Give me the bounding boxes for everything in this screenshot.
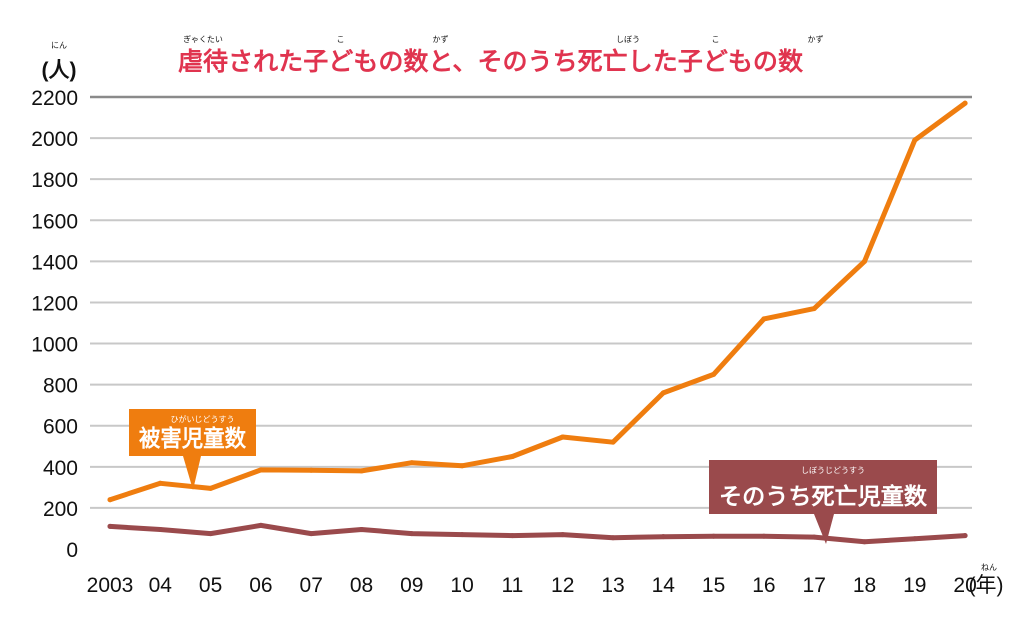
- callout-pointer: [814, 514, 834, 544]
- series-label-ruby: しぼうじどうすう: [801, 466, 865, 475]
- y-tick-label: 600: [43, 416, 78, 439]
- series-layer: [107, 100, 968, 545]
- x-tick-label: 09: [400, 574, 423, 597]
- data-point: [509, 454, 515, 460]
- data-point: [308, 467, 314, 473]
- series-line: [107, 522, 968, 545]
- data-point: [610, 535, 616, 541]
- x-tick-label: 20: [953, 574, 976, 597]
- series-line: [107, 100, 968, 503]
- data-point: [459, 532, 465, 538]
- data-point: [711, 371, 717, 377]
- y-axis-ticks: 0 200 400 600 800 1000 1200 1400 1600 1800 2000 220…: [31, 87, 78, 562]
- data-point: [912, 137, 918, 143]
- x-tick-label: 07: [300, 574, 323, 597]
- series-label-ruby: ひがいじどうすう: [171, 414, 235, 424]
- data-point: [962, 100, 968, 106]
- y-tick-label: 1400: [31, 251, 78, 274]
- data-point: [258, 467, 264, 473]
- y-tick-label: 400: [43, 457, 78, 480]
- y-tick-label: 200: [43, 498, 78, 521]
- data-point: [811, 306, 817, 312]
- title-ruby: しぼう: [616, 35, 640, 44]
- x-tick-label: 11: [501, 574, 523, 597]
- data-point: [359, 526, 364, 532]
- data-point: [761, 533, 767, 539]
- x-tick-label: 18: [853, 574, 876, 597]
- y-tick-label: 2200: [31, 87, 78, 110]
- x-tick-label: 06: [249, 574, 272, 597]
- data-point: [107, 497, 113, 503]
- data-point: [862, 539, 867, 545]
- data-point: [107, 523, 113, 529]
- data-point: [711, 533, 717, 539]
- x-tick-label: 17: [803, 574, 826, 597]
- chart-title: 虐待された子どもの数と、そのうち死亡した子どもの数 ぎゃくたい こ かず しぼう こ かず: [178, 34, 824, 76]
- y-tick-label: 0: [66, 539, 78, 562]
- data-point: [862, 258, 867, 264]
- data-point: [761, 316, 767, 322]
- data-point: [308, 531, 314, 537]
- x-tick-label: 13: [601, 574, 624, 597]
- data-point: [208, 485, 214, 491]
- callout-box: [129, 409, 256, 456]
- x-tick-label: 04: [149, 574, 173, 597]
- axis-units: にん (人) ねん (年): [42, 41, 1004, 597]
- data-point: [811, 534, 817, 540]
- x-tick-label: 2003: [87, 574, 134, 597]
- x-tick-label: 08: [350, 574, 373, 597]
- callout-box: [709, 460, 937, 514]
- x-tick-label: 14: [652, 574, 676, 597]
- data-point: [208, 531, 214, 537]
- data-point: [258, 522, 264, 528]
- y-tick-label: 1600: [31, 210, 78, 233]
- data-point: [560, 532, 566, 538]
- data-point: [962, 533, 968, 539]
- series-label: 被害児童数: [139, 425, 247, 452]
- y-tick-label: 2000: [31, 128, 78, 151]
- x-tick-label: 19: [903, 574, 926, 597]
- x-tick-label: 12: [551, 574, 574, 597]
- x-tick-label: 15: [702, 574, 725, 597]
- x-tick-label: 16: [752, 574, 775, 597]
- series-label: そのうち死亡児童数: [719, 483, 928, 510]
- data-point: [359, 468, 364, 474]
- data-point: [509, 533, 515, 539]
- x-unit-ruby: ねん: [981, 563, 997, 572]
- title-ruby: かず: [433, 34, 449, 44]
- callout-pointer: [183, 456, 201, 490]
- x-tick-label: 05: [199, 574, 222, 597]
- series-label-callout: そのうち死亡児童数 しぼうじどうすう: [709, 460, 937, 544]
- x-tick-label: 10: [450, 574, 473, 597]
- data-point: [409, 531, 415, 537]
- title-ruby: こ: [712, 35, 720, 44]
- data-point: [459, 463, 465, 469]
- data-point: [157, 526, 163, 532]
- data-point: [912, 536, 918, 542]
- series-被害児童数: [107, 100, 968, 503]
- y-tick-label: 1800: [31, 169, 78, 192]
- y-unit-label: (人): [42, 59, 77, 82]
- x-axis-ticks: 2003 04 05 06 07 08 09 10 11 12 13 14 15 16 17 18 19 20: [87, 574, 977, 597]
- data-point: [660, 390, 666, 396]
- y-unit-ruby: にん: [51, 41, 67, 50]
- y-tick-label: 1200: [31, 292, 78, 315]
- title-ruby: こ: [337, 35, 345, 44]
- title-ruby: かず: [808, 34, 824, 44]
- data-point: [560, 434, 566, 440]
- chart-title-text: 虐待された子どもの数と、そのうち死亡した子どもの数: [178, 47, 804, 76]
- y-tick-label: 800: [43, 375, 78, 398]
- series-そのうち死亡児童数: [107, 522, 968, 545]
- title-ruby: ぎゃくたい: [183, 34, 223, 44]
- data-point: [610, 439, 616, 445]
- data-point: [660, 534, 666, 540]
- data-point: [409, 460, 415, 466]
- x-unit-label: (年): [969, 574, 1004, 597]
- y-tick-label: 1000: [31, 334, 78, 357]
- data-point: [157, 480, 163, 486]
